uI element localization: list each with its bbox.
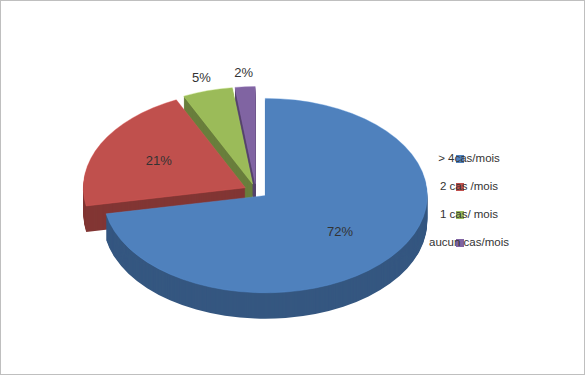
svg-text:5%: 5% <box>192 70 211 85</box>
svg-text:1 cas/ mois: 1 cas/ mois <box>440 208 498 220</box>
svg-text:21%: 21% <box>146 153 172 168</box>
svg-text:72%: 72% <box>327 224 353 239</box>
svg-text:2%: 2% <box>234 65 253 80</box>
svg-text:> 4cas/mois: > 4cas/mois <box>438 152 500 164</box>
svg-text:2 cas /mois: 2 cas /mois <box>440 180 498 192</box>
svg-text:aucun cas/mois: aucun cas/mois <box>429 236 509 248</box>
